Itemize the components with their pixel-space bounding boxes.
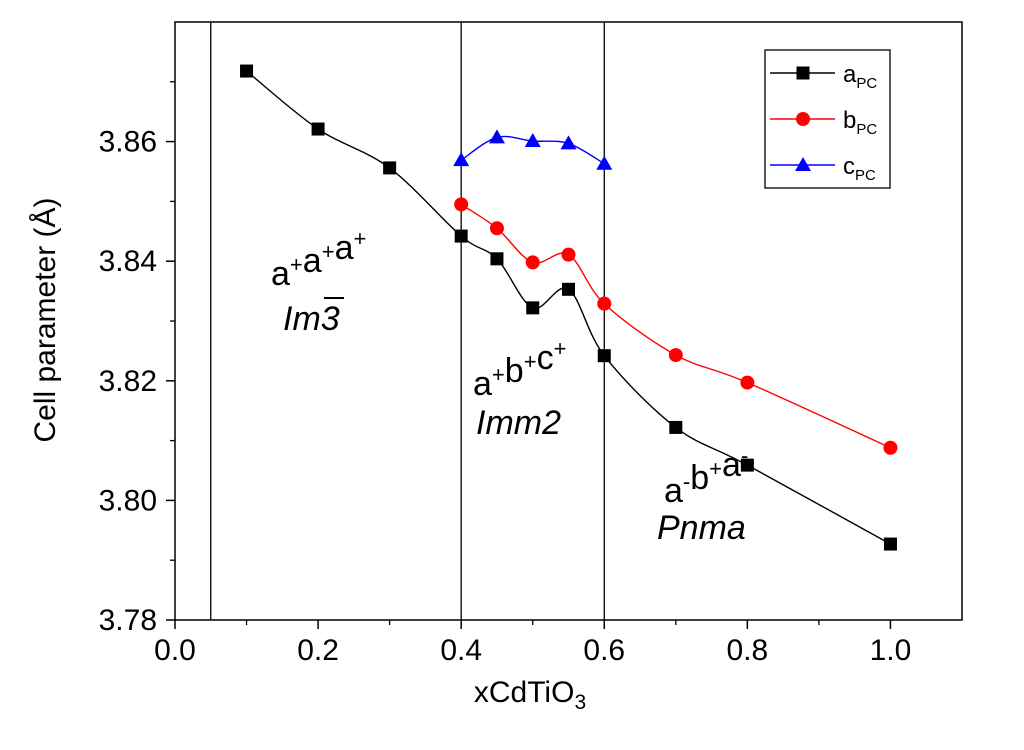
data-point-b [561,247,576,262]
data-point-a [311,122,325,136]
y-tick-label: 3.86 [99,126,157,159]
y-tick-label: 3.80 [99,484,157,517]
data-point-b [454,197,469,212]
space-group-label: Im3 [283,300,340,338]
notation-letter: a [722,446,741,484]
data-point-a [383,161,397,175]
notation-superscript: + [709,456,722,481]
data-point-c [453,152,470,167]
notation-superscript: + [554,336,567,361]
data-point-a [883,537,897,551]
notation-superscript: - [741,443,748,468]
notation-letter: a [335,229,354,267]
data-point-b [597,296,612,311]
legend-label-a: aPC [843,61,877,92]
data-point-b [489,221,504,236]
notation-superscript: + [524,349,537,374]
x-tick-label: 0.0 [154,634,196,667]
x-tick-label: 0.8 [727,634,769,667]
notation-letter: a [473,365,492,403]
phase-notation: a+a+a+ [271,226,366,293]
x-axis-title: xCdTiO3 [474,676,586,714]
phase-notation: a+b+c+ [473,336,566,403]
notation-superscript: + [290,252,303,277]
data-point-c [560,135,577,150]
y-tick-label: 3.82 [99,365,157,398]
notation-letter: a [664,472,683,510]
data-point-a [490,252,504,266]
data-point-c [488,129,505,144]
data-point-c [524,133,541,148]
data-point-c [596,155,613,170]
data-point-a [454,229,468,243]
legend: aPC bPC cPC [764,49,891,189]
data-point-a [240,64,254,78]
notation-letter: a [303,242,322,280]
data-point-b [883,440,898,455]
data-point-a [526,301,540,315]
x-tick-label: 0.4 [440,634,482,667]
space-group-label: Imm2 [476,404,561,442]
notation-superscript: + [322,239,335,264]
series-line-a [246,70,891,545]
legend-marker-c [795,157,811,171]
legend-label-c: cPC [843,153,876,184]
data-point-a [562,282,575,296]
notation-letter: b [505,352,524,390]
notation-superscript: - [683,469,690,494]
notation-superscript: + [353,226,366,251]
legend-label-b: bPC [843,107,877,138]
data-point-b [525,255,540,270]
data-point-a [669,420,683,434]
notation-letter: a [271,255,290,293]
legend-marker-b [796,112,810,126]
y-tick-label: 3.78 [99,604,157,637]
data-point-b [668,348,683,363]
notation-letter: b [690,459,709,497]
data-point-a [740,458,754,472]
notation-letter: c [537,339,554,377]
space-group-label: Pnma [657,509,746,547]
notation-superscript: + [492,362,505,387]
x-tick-label: 0.6 [583,634,625,667]
phase-notation: a-b+a- [664,443,748,510]
x-tick-label: 1.0 [870,634,912,667]
y-axis-title: Cell parameter (Å) [29,197,62,442]
data-point-b [740,375,755,390]
data-point-a [597,349,611,363]
y-tick-label: 3.84 [99,245,157,278]
x-tick-label: 0.2 [297,634,339,667]
legend-marker-a [796,66,810,80]
